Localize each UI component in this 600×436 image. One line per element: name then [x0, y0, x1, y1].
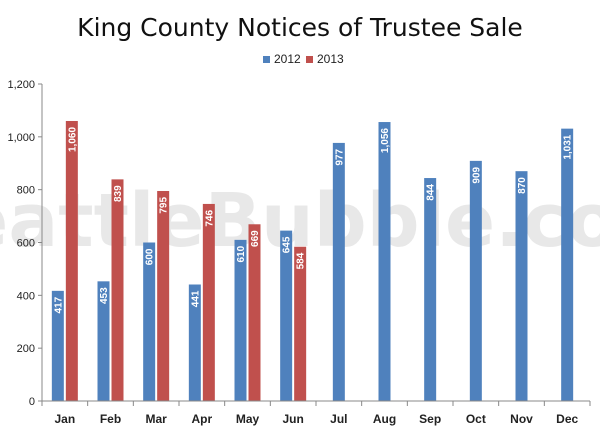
bar-2012-mar: [143, 242, 156, 401]
data-label-2012-sep: 844: [426, 184, 437, 201]
y-tick-label: 600: [17, 238, 35, 250]
data-label-2013-jun: 584: [296, 252, 307, 269]
data-label-2012-feb: 453: [99, 287, 110, 304]
bar-2012-aug: [378, 122, 391, 401]
data-label-2012-may: 610: [236, 245, 247, 262]
y-tick-label: 200: [17, 343, 35, 355]
data-label-2013-jan: 1,060: [67, 127, 78, 152]
bar-2012-nov: [515, 171, 528, 401]
data-label-2012-apr: 441: [190, 290, 201, 307]
data-label-2012-dec: 1,031: [563, 134, 574, 159]
x-tick-label-jan: Jan: [54, 412, 75, 426]
x-tick-label-mar: Mar: [145, 412, 167, 426]
bar-2013-mar: [157, 190, 170, 401]
data-label-2013-apr: 746: [204, 209, 215, 226]
legend: 2012 2013: [263, 52, 344, 66]
bar-2012-feb: [97, 281, 110, 401]
legend-swatch-2013: [306, 56, 313, 63]
data-label-2012-aug: 1,056: [380, 128, 391, 153]
x-tick-label-apr: Apr: [191, 412, 212, 426]
y-tick-label: 400: [17, 290, 35, 302]
bar-2012-dec: [561, 128, 574, 401]
bar-2012-jan: [51, 290, 64, 401]
bar-2012-may: [234, 239, 247, 401]
bar-2013-jun: [294, 246, 307, 401]
y-tick-label: 0: [29, 396, 35, 408]
data-label-2013-mar: 795: [159, 197, 170, 214]
y-axis: 0 200 400 600 800 1,000 1,200: [7, 79, 43, 408]
x-tick-label-sep: Sep: [419, 412, 441, 426]
bar-2012-oct: [469, 160, 482, 401]
x-tick-label-oct: Oct: [466, 412, 486, 426]
data-label-2012-jun: 645: [282, 236, 293, 253]
x-tick-label-jul: Jul: [330, 412, 347, 426]
x-tick-label-dec: Dec: [556, 412, 578, 426]
bar-2012-jun: [280, 230, 293, 401]
data-label-2013-may: 669: [250, 230, 261, 247]
y-tick-label: 800: [17, 185, 35, 197]
x-tick-label-feb: Feb: [100, 412, 121, 426]
x-tick-label-nov: Nov: [510, 412, 533, 426]
bar-2013-jan: [65, 120, 78, 401]
x-tick-label-aug: Aug: [373, 412, 396, 426]
bar-2012-jul: [332, 142, 345, 401]
bar-2012-sep: [424, 178, 437, 401]
y-tick-label: 1,200: [7, 79, 35, 91]
legend-label-2012: 2012: [274, 52, 301, 66]
data-label-2012-oct: 909: [471, 166, 482, 183]
legend-label-2013: 2013: [317, 52, 344, 66]
data-label-2012-nov: 870: [517, 177, 528, 194]
y-tick-label: 1,000: [7, 132, 35, 144]
bar-2013-may: [248, 224, 261, 401]
x-axis: Jan Feb Mar Apr May Jun Jul Aug Sep Oct Nov Dec: [41, 400, 591, 426]
data-label-2012-jul: 977: [334, 148, 345, 165]
data-label-2012-jan: 417: [53, 296, 64, 313]
bar-2013-feb: [111, 179, 124, 401]
x-tick-label-may: May: [236, 412, 260, 426]
bar-2012-apr: [188, 284, 201, 401]
legend-swatch-2012: [263, 56, 270, 63]
chart-title: King County Notices of Trustee Sale: [77, 13, 523, 42]
x-tick-label-jun: Jun: [282, 412, 303, 426]
bar-2013-apr: [202, 203, 215, 401]
data-label-2013-feb: 839: [113, 185, 124, 202]
data-label-2012-mar: 600: [145, 248, 156, 265]
